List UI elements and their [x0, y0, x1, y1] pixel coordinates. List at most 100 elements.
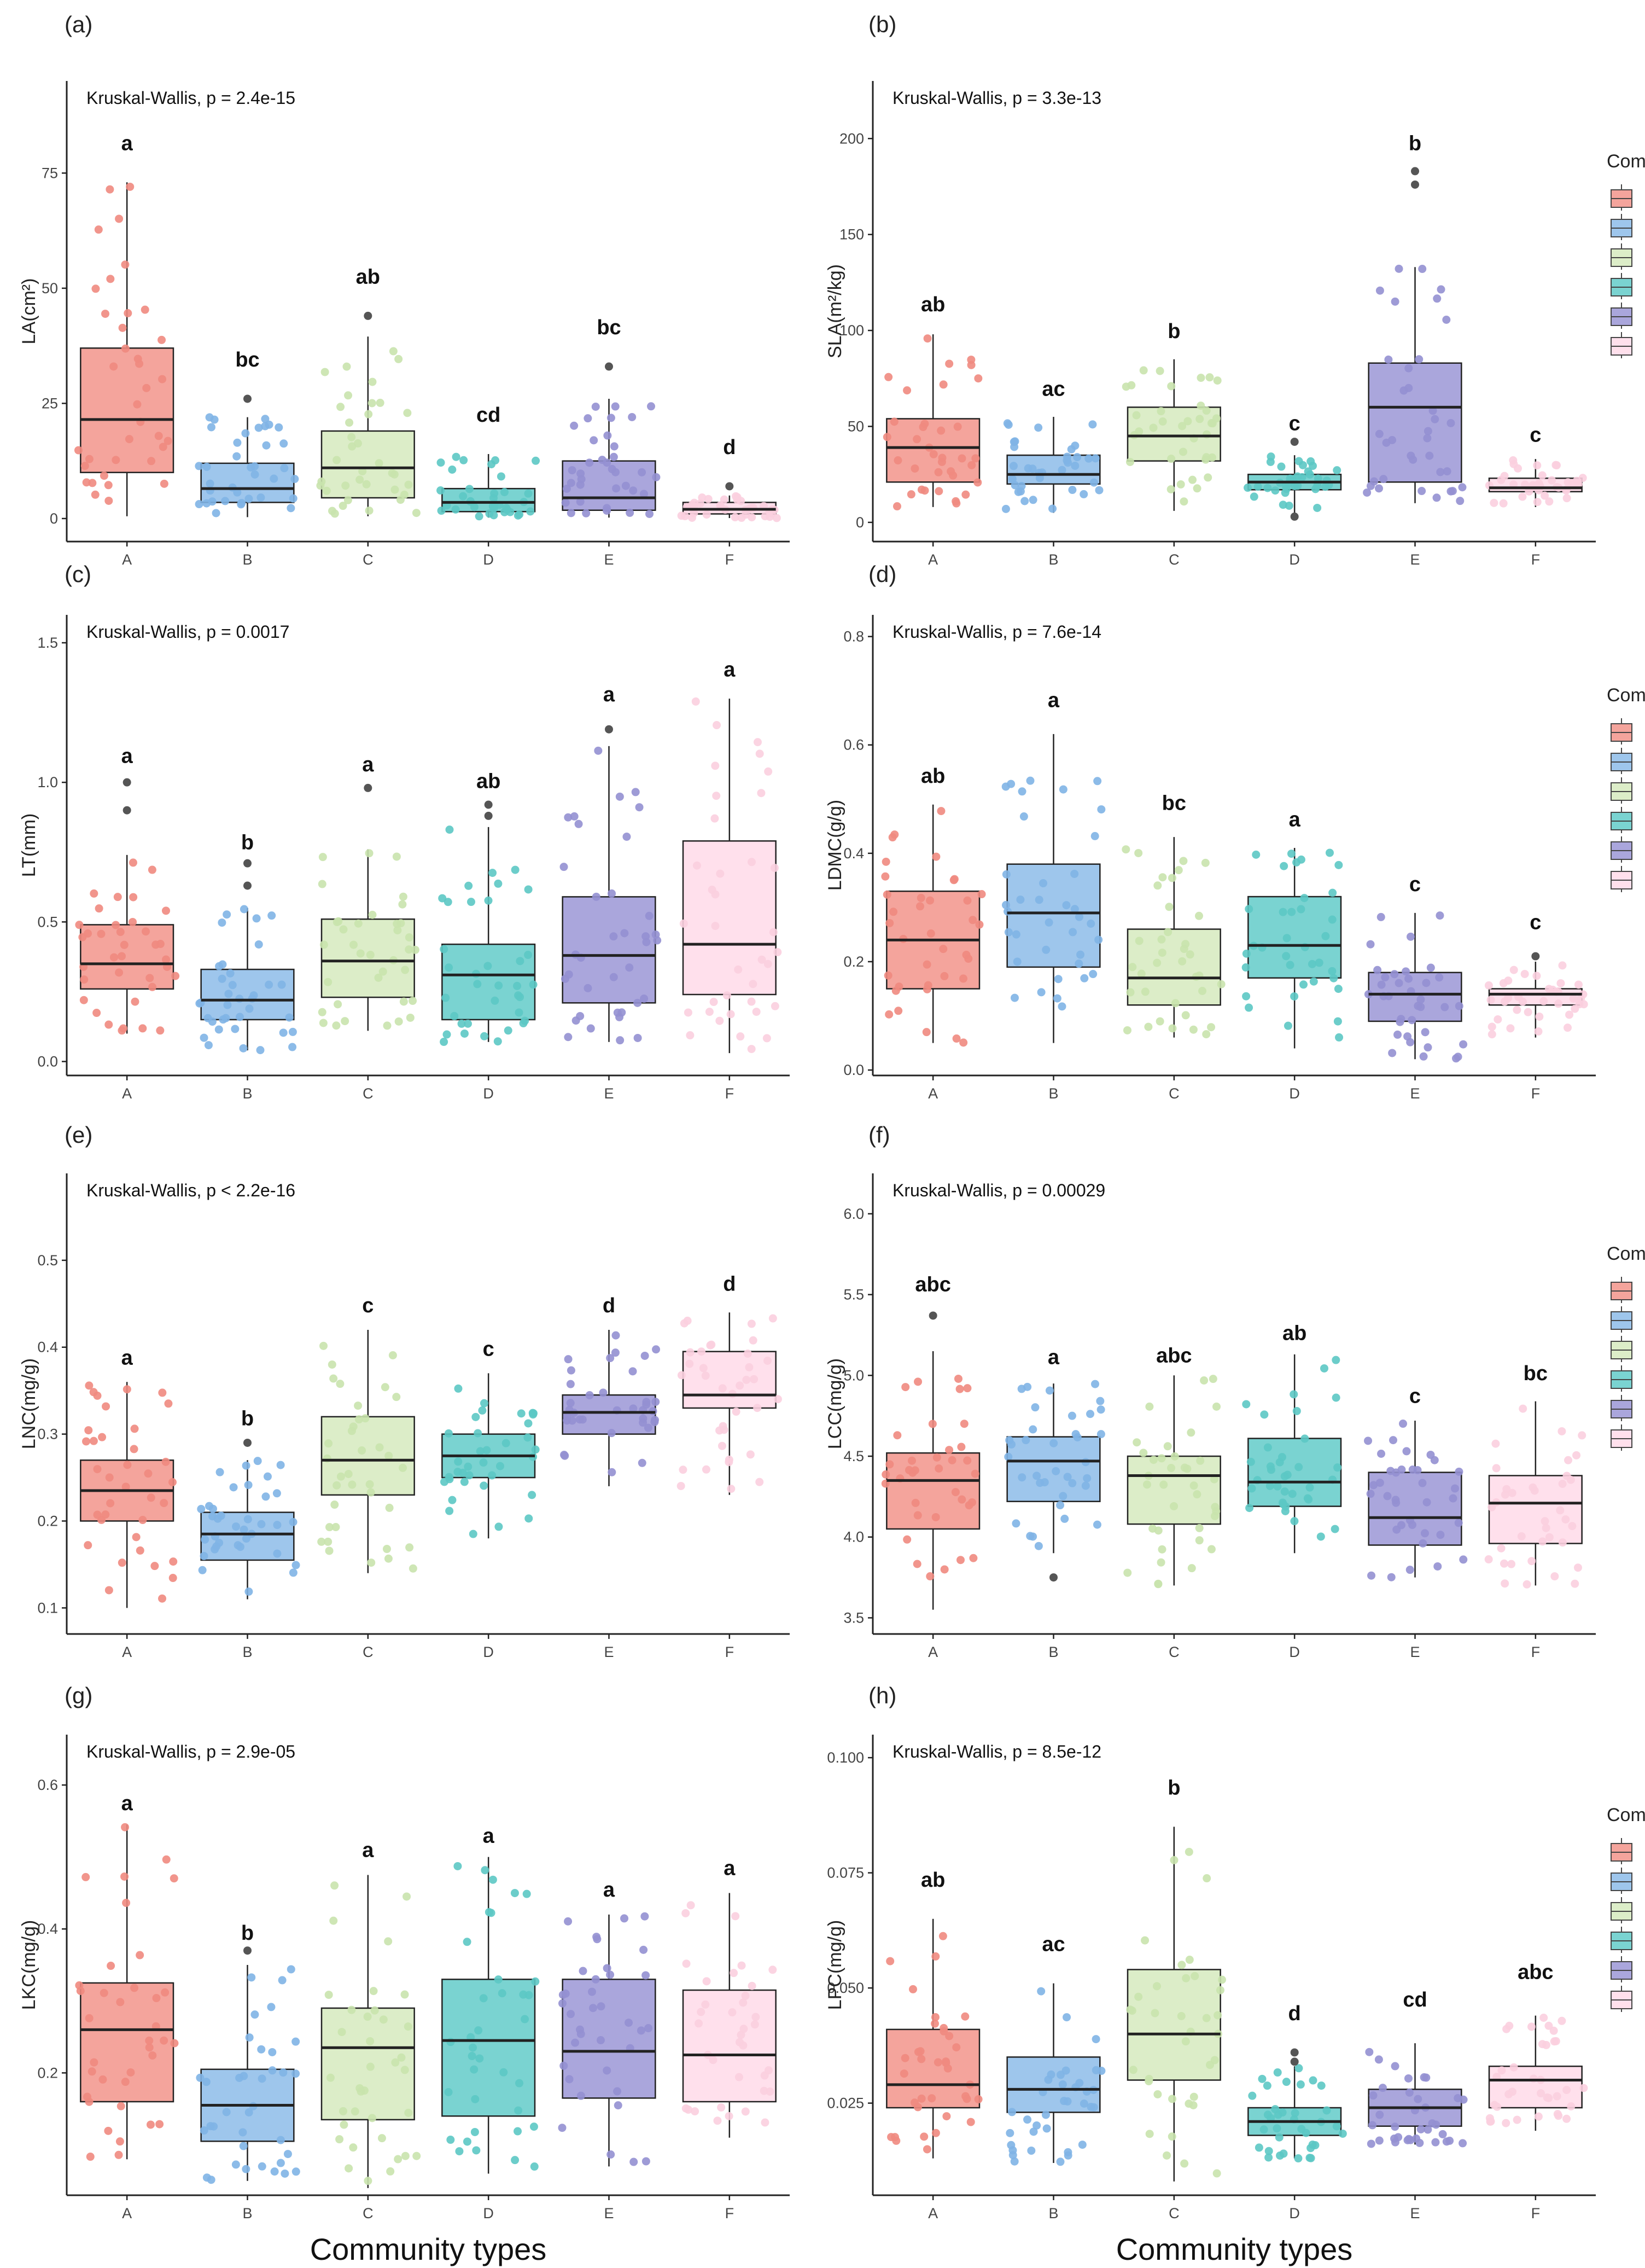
- data-point: [967, 356, 976, 364]
- data-point: [559, 863, 568, 871]
- data-point: [521, 2015, 529, 2023]
- data-point: [84, 1541, 92, 1550]
- data-point: [257, 1520, 266, 1528]
- data-point: [920, 486, 929, 495]
- box-C: a: [320, 1839, 421, 2188]
- data-point: [148, 865, 156, 874]
- data-point: [91, 490, 100, 499]
- data-point: [1556, 979, 1565, 987]
- data-point: [1522, 1580, 1531, 1589]
- data-point: [582, 509, 591, 517]
- data-point: [1572, 476, 1581, 485]
- data-point: [489, 511, 498, 520]
- data-point: [272, 1489, 281, 1498]
- data-point: [531, 1445, 540, 1454]
- data-point: [1375, 2136, 1384, 2145]
- data-point: [498, 1989, 506, 1998]
- data-point: [1001, 782, 1010, 791]
- data-point: [1177, 2011, 1186, 2020]
- data-point: [1139, 1449, 1148, 1457]
- data-point: [1366, 1490, 1375, 1498]
- data-point: [368, 910, 377, 919]
- data-point: [1180, 945, 1188, 953]
- data-point: [329, 1916, 338, 1925]
- data-point: [645, 911, 654, 920]
- data-point: [1212, 414, 1221, 423]
- data-point: [888, 833, 897, 842]
- data-point: [1273, 1482, 1282, 1491]
- data-point: [1084, 454, 1093, 463]
- data-point: [402, 1892, 411, 1901]
- data-point: [889, 908, 898, 916]
- data-point: [1212, 2169, 1221, 2178]
- data-point: [951, 1488, 960, 1497]
- data-point: [232, 1522, 241, 1531]
- data-point: [1518, 492, 1527, 501]
- data-point: [358, 1446, 366, 1455]
- data-point: [148, 2051, 157, 2060]
- data-point: [690, 498, 698, 507]
- data-point: [753, 738, 762, 747]
- box-E: b: [1363, 132, 1467, 505]
- data-point: [106, 1499, 115, 1508]
- data-point: [1539, 997, 1548, 1005]
- data-point: [757, 955, 766, 964]
- data-point: [1367, 1571, 1376, 1580]
- data-point: [1395, 264, 1403, 273]
- legend-key-D: D: [1611, 1927, 1632, 1953]
- y-tick-label: 4.5: [843, 1448, 864, 1464]
- data-point: [335, 2135, 344, 2144]
- data-point: [506, 508, 515, 516]
- legend: Community typesABCDEF: [1607, 1805, 1645, 2012]
- data-point: [732, 1408, 740, 1416]
- data-point: [376, 398, 384, 407]
- data-point: [399, 1463, 407, 1472]
- y-axis-title: LT(mm): [19, 813, 39, 877]
- x-tick-label: B: [242, 1644, 252, 1660]
- data-point: [1455, 1467, 1463, 1476]
- data-point: [340, 2120, 348, 2129]
- data-point: [917, 893, 925, 902]
- data-point: [773, 948, 782, 957]
- x-tick-label: A: [928, 1644, 938, 1660]
- significance-letter: a: [603, 683, 615, 706]
- box-A: ab: [883, 293, 983, 511]
- data-point: [1168, 1024, 1177, 1033]
- data-point: [750, 1375, 759, 1383]
- data-point: [1450, 1484, 1459, 1493]
- data-point: [279, 1028, 288, 1037]
- data-point: [763, 959, 772, 968]
- data-point: [1067, 445, 1076, 453]
- data-point: [966, 2118, 975, 2126]
- data-point: [741, 1991, 750, 2000]
- data-point: [558, 2124, 567, 2132]
- data-point: [289, 1568, 298, 1577]
- data-point: [244, 1587, 253, 1596]
- data-point: [279, 2068, 288, 2077]
- legend-key-F: F: [1611, 1424, 1632, 1451]
- panel-label: (b): [868, 11, 896, 37]
- data-point: [375, 1443, 384, 1452]
- box-B: ac: [1006, 1933, 1106, 2166]
- y-tick-label: 0.3: [37, 1426, 58, 1443]
- significance-letter: c: [483, 1338, 494, 1361]
- significance-letter: d: [723, 436, 736, 459]
- significance-letter: d: [603, 1294, 615, 1317]
- data-point: [1042, 2124, 1051, 2133]
- data-point: [494, 981, 503, 990]
- box-C: b: [1126, 1776, 1226, 2182]
- data-point: [1404, 974, 1413, 983]
- data-point: [631, 788, 640, 796]
- data-point: [926, 929, 935, 938]
- data-point: [606, 1970, 615, 1979]
- data-point: [288, 1027, 297, 1036]
- data-point: [242, 1534, 250, 1543]
- x-tick-label: B: [242, 551, 252, 568]
- data-point: [479, 1994, 488, 2003]
- outlier-point: [364, 783, 372, 792]
- significance-letter: abc: [915, 1273, 950, 1296]
- data-point: [244, 495, 253, 503]
- outlier-point: [1531, 952, 1540, 961]
- data-point: [1086, 1410, 1095, 1418]
- data-point: [640, 995, 649, 1003]
